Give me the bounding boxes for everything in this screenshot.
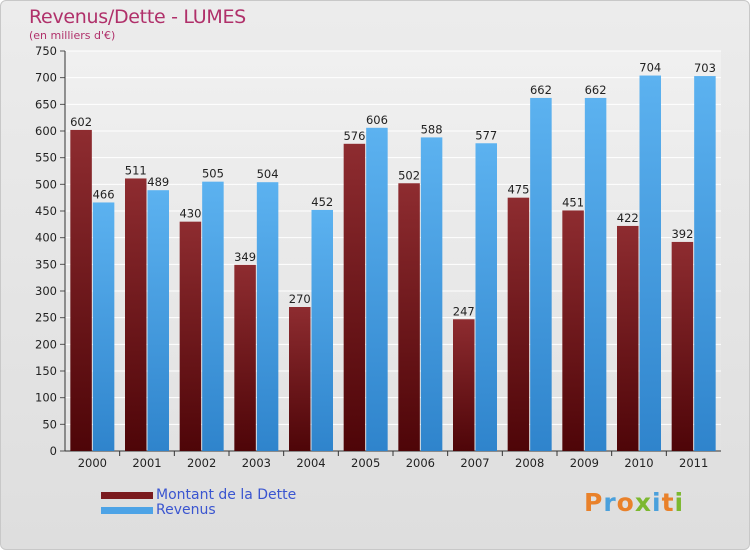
bar-dette [125,178,147,451]
data-label: 606 [366,113,388,127]
x-tick-label: 2010 [624,456,653,470]
bar-revenus [530,97,552,451]
chart-title: Revenus/Dette - LUMES [29,6,246,28]
proxiti-logo: Proxiti [584,488,684,517]
data-label: 588 [421,122,443,136]
bar-dette [671,241,694,451]
bar-dette [234,264,256,451]
logo-letter: r [603,488,617,517]
data-label: 602 [70,115,92,129]
data-label: 247 [453,304,475,318]
x-tick-label: 2011 [679,456,708,470]
bar-dette [453,319,475,451]
bar-dette [289,307,311,451]
data-label: 662 [585,83,607,97]
bar-dette [70,129,92,451]
legend-swatch-revenus [101,507,153,514]
data-label: 502 [398,168,420,182]
legend-swatch-dette [101,492,153,499]
chart-subtitle: (en milliers d'€) [29,29,116,42]
data-label: 577 [475,128,497,142]
data-label: 452 [311,195,333,209]
plot-area [65,51,721,451]
y-tick-label: 500 [35,177,57,191]
data-label: 270 [289,292,311,306]
y-tick-label: 100 [35,391,57,405]
data-label: 511 [125,163,147,177]
x-tick-label: 2006 [406,456,435,470]
bar-dette [343,143,366,452]
bar-revenus [639,75,661,452]
y-tick-label: 350 [35,257,57,271]
data-label: 504 [257,167,279,181]
data-label: 576 [343,129,365,143]
logo-letter: t [661,488,675,517]
y-tick-label: 400 [35,231,57,245]
y-tick-label: 150 [35,364,57,378]
data-label: 505 [202,167,224,181]
data-label: 430 [179,207,201,221]
bar-revenus [92,202,115,451]
x-tick-label: 2004 [296,456,325,470]
bar-dette [617,225,639,451]
y-tick-label: 300 [35,284,57,298]
bar-dette [507,197,530,451]
y-tick-label: 650 [35,97,57,111]
y-tick-label: 250 [35,311,57,325]
bar-revenus [694,76,716,452]
bar-revenus [202,181,224,451]
data-label: 451 [562,195,584,209]
y-tick-label: 750 [35,44,57,58]
x-tick-label: 2005 [351,456,380,470]
y-tick-label: 600 [35,124,57,138]
data-label: 662 [530,83,552,97]
y-tick-label: 200 [35,337,57,351]
bar-revenus [475,143,497,451]
y-tick-label: 50 [42,417,57,431]
y-tick-label: 450 [35,204,57,218]
bar-revenus [584,97,607,451]
y-tick-label: 550 [35,151,57,165]
x-tick-label: 2007 [460,456,489,470]
data-label: 349 [234,250,256,264]
data-label: 392 [671,227,693,241]
bar-revenus [311,209,333,451]
logo-letter: i [652,488,662,517]
x-tick-label: 2003 [242,456,271,470]
bar-revenus [147,190,169,451]
logo-letter: x [634,488,652,517]
y-tick-label: 0 [50,444,57,458]
x-tick-label: 2009 [570,456,599,470]
x-tick-label: 2002 [187,456,216,470]
bar-dette [179,221,202,451]
data-label: 422 [617,211,639,225]
y-tick-label: 700 [35,71,57,85]
data-label: 466 [93,187,115,201]
data-label: 475 [507,183,529,197]
x-tick-label: 2000 [78,456,107,470]
data-label: 703 [694,61,716,75]
x-tick-label: 2001 [132,456,161,470]
data-label: 489 [147,175,169,189]
legend-label-revenus: Revenus [156,502,216,518]
x-tick-label: 2008 [515,456,544,470]
logo-letter: o [616,488,635,517]
legend-label-dette: Montant de la Dette [156,487,297,503]
bar-dette [398,183,420,451]
bar-revenus [420,137,443,451]
bar-revenus [256,182,279,451]
logo-letter: P [584,488,604,517]
bar-revenus [366,127,388,452]
data-label: 704 [639,61,661,75]
bar-dette [562,210,584,451]
logo-letter: i [674,488,685,517]
